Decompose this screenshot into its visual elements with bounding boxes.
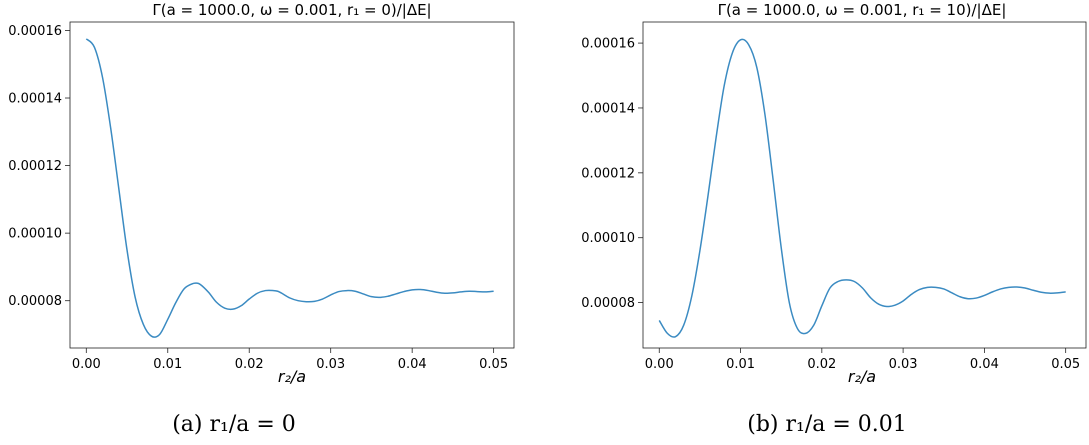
chart-title-b: Γ(a = 1000.0, ω = 0.001, r₁ = 10)/|ΔE| <box>718 1 1007 19</box>
y-tick-label: 0.00014 <box>8 92 62 107</box>
x-tick-label: 0.04 <box>398 357 427 372</box>
x-ticks-b: 0.00 0.01 0.02 0.03 0.04 0.05 <box>645 348 1080 372</box>
y-tick-label: 0.00008 <box>8 294 62 309</box>
x-tick-label: 0.05 <box>479 357 508 372</box>
x-tick-label: 0.02 <box>235 357 264 372</box>
x-tick-label: 0.02 <box>807 357 836 372</box>
y-tick-label: 0.00010 <box>581 231 635 246</box>
data-line-b <box>658 38 1066 338</box>
y-tick-label: 0.00012 <box>581 166 635 181</box>
y-tick-label: 0.00012 <box>8 159 62 174</box>
plot-frame-a <box>69 21 515 349</box>
x-tick-label: 0.03 <box>889 357 918 372</box>
y-tick-label: 0.00014 <box>581 101 635 116</box>
x-tick-label: 0.01 <box>153 357 182 372</box>
caption-b: (b) r₁/a = 0.01 <box>747 412 907 437</box>
chart-title-a: Γ(a = 1000.0, ω = 0.001, r₁ = 0)/|ΔE| <box>152 1 431 19</box>
x-tick-label: 0.00 <box>645 357 674 372</box>
caption-a: (a) r₁/a = 0 <box>172 412 296 437</box>
y-ticks-b: 0.00008 0.00010 0.00012 0.00014 0.00016 <box>581 37 643 311</box>
chart-panel-a: Γ(a = 1000.0, ω = 0.001, r₁ = 0)/|ΔE| 0.… <box>8 1 515 437</box>
chart-panel-b: Γ(a = 1000.0, ω = 0.001, r₁ = 10)/|ΔE| 0… <box>581 1 1087 437</box>
y-tick-label: 0.00016 <box>581 37 635 52</box>
x-axis-label-b: r₂/a <box>848 367 876 386</box>
y-ticks-a: 0.00008 0.00010 0.00012 0.00014 0.00016 <box>8 24 70 309</box>
y-tick-label: 0.00010 <box>8 227 62 242</box>
x-tick-label: 0.03 <box>316 357 345 372</box>
x-tick-label: 0.01 <box>726 357 755 372</box>
x-tick-label: 0.05 <box>1051 357 1080 372</box>
x-ticks-a: 0.00 0.01 0.02 0.03 0.04 0.05 <box>72 348 508 372</box>
x-axis-label-a: r₂/a <box>278 367 306 386</box>
data-line-a <box>85 38 494 338</box>
y-tick-label: 0.00008 <box>581 296 635 311</box>
y-tick-label: 0.00016 <box>8 24 62 39</box>
plot-frame-b <box>642 21 1087 349</box>
x-tick-label: 0.04 <box>970 357 999 372</box>
x-tick-label: 0.00 <box>72 357 101 372</box>
